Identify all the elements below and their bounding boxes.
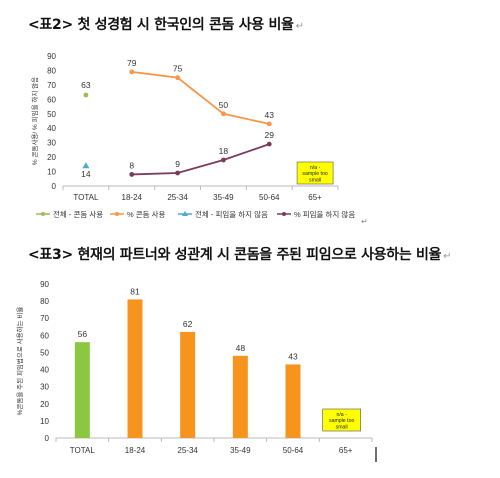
y-tick-label: 90 [40, 280, 49, 289]
y-tick-label: 60 [40, 331, 49, 340]
x-tick-label: 25-34 [177, 446, 198, 455]
y-tick-label: 60 [47, 95, 56, 104]
y-tick-label: 50 [47, 110, 56, 119]
edit-mark: ↵ [295, 21, 304, 32]
y-tick-label: 0 [45, 434, 50, 443]
data-point [266, 121, 272, 127]
data-label: 9 [175, 159, 180, 169]
data-label: 48 [236, 343, 246, 353]
data-point [129, 172, 135, 177]
data-point [175, 170, 180, 176]
bar [127, 299, 143, 438]
table2-heading: <표2> 첫 성경험 시 한국인의 콘돔 사용 비율 ↵ [28, 14, 304, 34]
x-tick-label: 25-34 [167, 193, 188, 202]
data-label: 56 [78, 329, 88, 339]
data-point [221, 111, 226, 117]
y-tick-label: 20 [47, 153, 56, 162]
y-tick-label: 90 [47, 52, 56, 61]
y-tick-label: 80 [47, 66, 56, 75]
data-label: 50 [219, 100, 229, 110]
data-label: 18 [219, 146, 229, 156]
data-label: 43 [288, 351, 298, 361]
y-tick-label: 10 [40, 417, 49, 426]
note-text: small [336, 424, 348, 430]
bar [232, 355, 248, 438]
data-label: 62 [183, 319, 193, 329]
note-box [296, 161, 334, 185]
x-tick-label: 65+ [339, 446, 353, 455]
note-box [322, 408, 361, 432]
data-label: 8 [129, 160, 134, 170]
bar [180, 331, 196, 438]
legend-label: % 피임을 하지 않음 [294, 209, 355, 219]
y-axis-label: % 콘돔사용/ % 피임을 하지 않음 [30, 77, 39, 165]
data-label: 75 [173, 64, 183, 74]
x-tick-label: TOTAL [73, 193, 99, 202]
data-label: 43 [265, 110, 275, 120]
x-tick-label: 65+ [308, 193, 322, 202]
bar [285, 364, 301, 438]
legend-marker [182, 211, 188, 216]
x-tick-label: 50-64 [283, 446, 304, 455]
note-text: sample too [329, 418, 354, 424]
x-tick-label: TOTAL [70, 446, 96, 455]
series-line [131, 70, 270, 125]
note-text: n/a - [336, 412, 347, 418]
data-label: 63 [81, 80, 91, 90]
x-tick-label: 50-64 [259, 193, 280, 202]
table3-title: <표3> 현재의 파트너와 성관계 시 콘돔을 주된 피임으로 사용하는 비율 [28, 247, 442, 263]
y-tick-label: 10 [47, 168, 56, 177]
note-text: small [309, 177, 321, 183]
data-label: 81 [130, 286, 140, 296]
data-label: 79 [127, 58, 137, 68]
data-point [221, 157, 226, 163]
legend-marker [282, 212, 286, 216]
x-tick-label: 35-49 [230, 446, 251, 455]
data-label: 29 [265, 130, 275, 140]
series-line [131, 143, 270, 176]
y-axis-label: %콘돔을 주된 피임법으로 사용하는 비율 [15, 307, 24, 416]
table2-title: <표2> 첫 성경험 시 한국인의 콘돔 사용 비율 [28, 17, 294, 33]
note-text: sample too [302, 171, 327, 177]
legend-label: % 콘돔 사용 [127, 210, 166, 219]
data-label: 14 [81, 169, 91, 179]
legend-marker [41, 212, 45, 216]
table3-heading: <표3> 현재의 파트너와 성관계 시 콘돔을 주된 피임으로 사용하는 비율 ↵ [28, 244, 452, 264]
legend-marker [115, 212, 119, 216]
edit-mark: ↵ [443, 251, 452, 262]
x-tick-label: 35-49 [213, 193, 234, 202]
data-point [175, 75, 180, 81]
legend-label: 전체 - 콘돔 사용 [53, 209, 103, 219]
y-tick-label: 30 [40, 383, 49, 392]
total-point [83, 92, 89, 98]
data-point [266, 141, 272, 147]
y-tick-label: 40 [47, 124, 56, 133]
x-tick-label: 18-24 [122, 193, 143, 202]
x-tick-label: 18-24 [125, 446, 146, 455]
y-tick-label: 80 [40, 297, 49, 306]
edit-mark: ↵ [361, 217, 368, 226]
y-tick-label: 30 [47, 139, 56, 148]
legend-label: 전체 - 피임을 하지 않음 [195, 209, 268, 219]
data-point [129, 69, 135, 75]
note-text: n/a - [310, 165, 321, 171]
y-tick-label: 20 [40, 400, 49, 409]
bar [74, 342, 90, 438]
y-tick-label: 50 [40, 348, 49, 357]
y-tick-label: 40 [40, 366, 49, 375]
y-tick-label: 0 [52, 182, 57, 191]
total-point [82, 162, 90, 169]
y-tick-label: 70 [40, 314, 49, 323]
y-tick-label: 70 [47, 81, 56, 90]
